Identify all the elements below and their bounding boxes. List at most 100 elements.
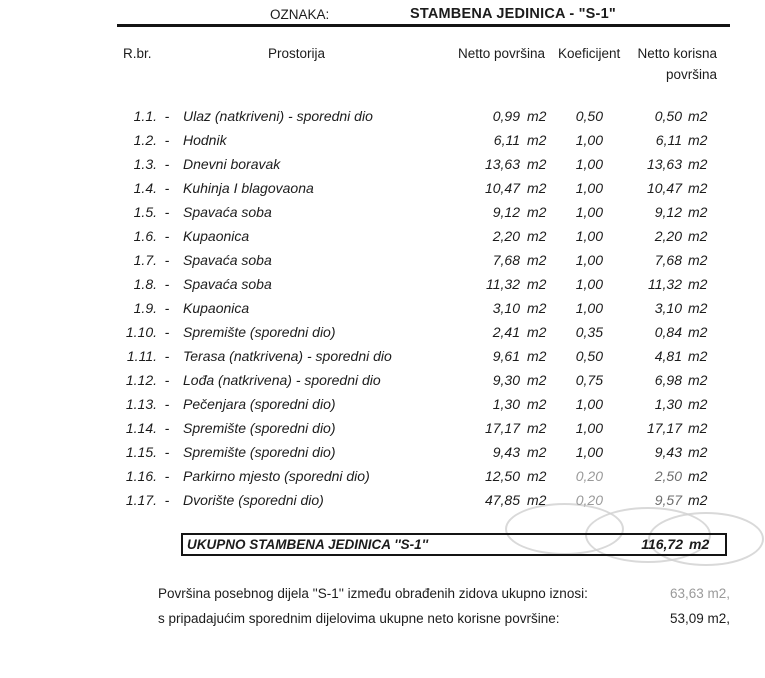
netto-povrsina-value: 7,68 <box>492 252 520 268</box>
row-number: 1.4. <box>133 180 157 196</box>
netto-povrsina-value: 6,11 <box>493 132 520 148</box>
row-dash: - <box>164 372 170 388</box>
oznaka-label: OZNAKA: <box>270 7 330 22</box>
unit-label: m2 <box>688 420 708 436</box>
unit-title: STAMBENA JEDINICA - "S-1" <box>410 6 616 22</box>
row-number: 1.3. <box>133 156 157 172</box>
table-row: 1.1. - Ulaz (natkriveni) - sporedni dio 0,9… <box>0 104 765 128</box>
row-dash: - <box>164 300 170 316</box>
koeficijent-value: 1,00 <box>575 396 603 412</box>
unit-label: m2 <box>688 348 708 364</box>
room-name: Spremište (sporedni dio) <box>183 444 336 460</box>
footer-line-1-label: Površina posebnog dijela ''S-1'' između … <box>158 586 588 601</box>
column-header-koeficijent: Koeficijent <box>558 46 621 61</box>
row-dash: - <box>164 468 170 484</box>
table-row: 1.17. - Dvorište (sporedni dio) 47,85 m2 0,20… <box>0 488 765 512</box>
unit-label: m2 <box>688 108 708 124</box>
unit-label: m2 <box>527 420 547 436</box>
room-name: Kupaonica <box>183 228 250 244</box>
netto-korisna-value: 3,10 <box>654 300 682 316</box>
row-dash: - <box>164 132 170 148</box>
column-header-netto-povrsina: Netto površina <box>457 46 545 61</box>
unit-label: m2 <box>688 300 708 316</box>
unit-label: m2 <box>688 492 708 508</box>
unit-label: m2 <box>688 372 708 388</box>
unit-label: m2 <box>688 468 708 484</box>
row-dash: - <box>164 324 170 340</box>
unit-label: m2 <box>688 324 708 340</box>
netto-povrsina-value: 9,30 <box>492 372 520 388</box>
unit-label: m2 <box>527 252 547 268</box>
row-dash: - <box>164 492 170 508</box>
koeficijent-value: 1,00 <box>575 204 603 220</box>
table-row: 1.7. - Spavaća soba 7,68 m2 1,00 7,68 m2 <box>0 248 765 272</box>
table-row: 1.5. - Spavaća soba 9,12 m2 1,00 9,12 m2 <box>0 200 765 224</box>
unit-label: m2 <box>688 444 708 460</box>
unit-label: m2 <box>527 228 547 244</box>
table-row: 1.4. - Kuhinja I blagovaona 10,47 m2 1,00 10,4… <box>0 176 765 200</box>
row-dash: - <box>164 396 170 412</box>
row-number: 1.5. <box>133 204 157 220</box>
koeficijent-value: 1,00 <box>575 252 603 268</box>
row-number: 1.12. <box>125 372 157 388</box>
column-header-netto-korisna-line2: površina <box>665 67 717 82</box>
row-number: 1.11. <box>126 348 157 364</box>
room-name: Pečenjara (sporedni dio) <box>183 396 336 412</box>
netto-korisna-value: 0,50 <box>654 108 682 124</box>
row-number: 1.10. <box>125 324 157 340</box>
watermark-stamp-arc <box>648 512 764 566</box>
table-row: 1.14. - Spremište (sporedni dio) 17,17 m2 1,0… <box>0 416 765 440</box>
koeficijent-value: 1,00 <box>575 156 603 172</box>
footer-line-2-label: s pripadajućim sporednim dijelovima ukup… <box>158 611 560 626</box>
row-dash: - <box>164 180 170 196</box>
row-dash: - <box>164 276 170 292</box>
netto-povrsina-value: 9,61 <box>492 348 520 364</box>
unit-label: m2 <box>688 276 708 292</box>
koeficijent-value: 0,35 <box>575 324 603 340</box>
room-name: Spremište (sporedni dio) <box>183 324 336 340</box>
koeficijent-value: 1,00 <box>575 444 603 460</box>
netto-povrsina-value: 12,50 <box>484 468 520 484</box>
row-number: 1.9. <box>133 300 157 316</box>
netto-korisna-value: 0,84 <box>654 324 682 340</box>
table-row: 1.6. - Kupaonica 2,20 m2 1,00 2,20 m2 <box>0 224 765 248</box>
footer-line-2: s pripadajućim sporednim dijelovima ukup… <box>0 608 765 630</box>
unit-label: m2 <box>527 276 547 292</box>
table-row: 1.12. - Lođa (natkrivena) - sporedni dio 9,… <box>0 368 765 392</box>
koeficijent-value: 1,00 <box>575 300 603 316</box>
room-name: Terasa (natkrivena) - sporedni dio <box>183 348 392 364</box>
unit-label: m2 <box>688 132 708 148</box>
column-header-prostorija: Prostorija <box>268 46 326 61</box>
netto-povrsina-value: 3,10 <box>492 300 520 316</box>
header-rule <box>117 24 730 27</box>
unit-label: m2 <box>527 396 547 412</box>
row-number: 1.14. <box>125 420 157 436</box>
koeficijent-value: 0,75 <box>575 372 603 388</box>
koeficijent-value: 0,20 <box>575 468 603 484</box>
netto-korisna-value: 6,98 <box>654 372 682 388</box>
netto-korisna-value: 11,32 <box>648 276 682 292</box>
unit-label: m2 <box>688 156 708 172</box>
room-table: 1.1. - Ulaz (natkriveni) - sporedni dio 0,9… <box>0 104 765 514</box>
netto-korisna-value: 13,63 <box>646 156 682 172</box>
table-row: 1.8. - Spavaća soba 11,32 m2 1,00 11,32 m2 <box>0 272 765 296</box>
netto-povrsina-value: 17,17 <box>484 420 520 436</box>
table-row: 1.3. - Dnevni boravak 13,63 m2 1,00 13,63 m2 <box>0 152 765 176</box>
netto-korisna-value: 4,81 <box>654 348 682 364</box>
unit-label: m2 <box>527 108 547 124</box>
row-dash: - <box>164 228 170 244</box>
room-name: Ulaz (natkriveni) - sporedni dio <box>183 108 373 124</box>
netto-povrsina-value: 0,99 <box>492 108 520 124</box>
unit-label: m2 <box>527 444 547 460</box>
koeficijent-value: 1,00 <box>575 228 603 244</box>
room-name: Hodnik <box>183 132 227 148</box>
row-number: 1.17. <box>125 492 157 508</box>
unit-label: m2 <box>527 156 547 172</box>
unit-label: m2 <box>527 132 547 148</box>
netto-povrsina-value: 10,47 <box>484 180 520 196</box>
netto-korisna-value: 6,11 <box>655 132 682 148</box>
total-value: 116,72 <box>641 536 683 552</box>
room-name: Parkirno mjesto (sporedni dio) <box>183 468 370 484</box>
unit-label: m2 <box>527 204 547 220</box>
